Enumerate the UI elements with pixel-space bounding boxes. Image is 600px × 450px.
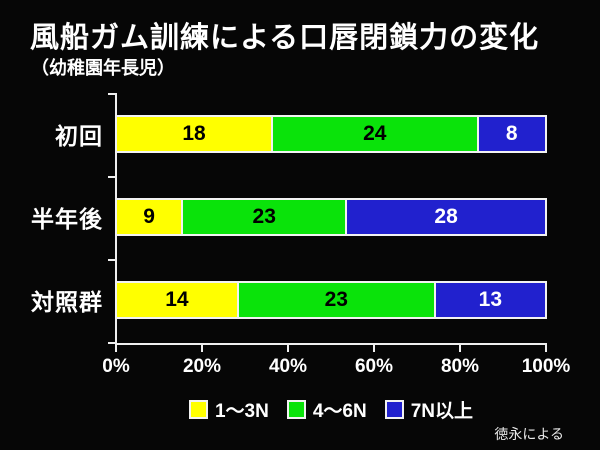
legend-item: 7N以上 — [384, 396, 473, 423]
legend-item: 1〜3N — [188, 396, 269, 423]
x-axis-label: 100% — [521, 356, 571, 377]
x-axis-label: 40% — [268, 356, 308, 377]
legend-label: 1〜3N — [214, 401, 269, 422]
legend-swatch-icon — [188, 400, 208, 419]
y-axis-tick-2 — [108, 259, 115, 261]
credit-text: 徳永による — [494, 426, 564, 442]
bar-segment: 13 — [433, 283, 545, 317]
bar-row: 14 23 13 — [115, 281, 547, 319]
bar-segment: 28 — [345, 200, 545, 234]
x-axis-tick-4 — [459, 345, 461, 352]
bar-row: 9 23 28 — [115, 198, 547, 236]
bar-value-label: 28 — [434, 205, 458, 228]
category-label: 半年後 — [31, 206, 103, 232]
legend-label: 4〜6N — [312, 401, 367, 422]
x-axis-tick-2 — [287, 345, 289, 352]
bar-value-label: 13 — [478, 288, 503, 311]
bar-value-label: 18 — [182, 122, 206, 145]
bar-value-label: 8 — [505, 122, 518, 145]
x-axis-tick-5 — [545, 345, 547, 352]
legend-swatch-icon — [286, 400, 306, 419]
x-axis-tick-0 — [115, 345, 117, 352]
bar-value-label: 9 — [143, 205, 155, 228]
bar-value-label: 23 — [252, 205, 276, 228]
bar-segment: 9 — [117, 200, 182, 234]
x-axis-tick-1 — [201, 345, 203, 352]
x-axis-label: 80% — [440, 356, 480, 377]
legend-label: 7N以上 — [410, 401, 473, 422]
bar-segment: 24 — [271, 117, 477, 151]
y-axis-tick-3 — [108, 342, 115, 344]
bar-value-label: 14 — [165, 288, 189, 311]
chart-subtitle: （幼稚園年長児） — [31, 58, 175, 78]
legend-swatch-icon — [384, 400, 404, 419]
bar-segment: 8 — [476, 117, 545, 151]
bar-value-label: 24 — [363, 122, 387, 145]
legend-item: 4〜6N — [286, 396, 367, 423]
bar-value-label: 23 — [324, 288, 348, 311]
x-axis-tick-3 — [373, 345, 375, 352]
bar-row: 18 24 8 — [115, 115, 547, 153]
y-axis-tick-0 — [108, 93, 115, 95]
x-axis-label: 60% — [354, 356, 394, 377]
x-axis-label: 0% — [102, 356, 130, 377]
x-axis-label: 20% — [182, 356, 222, 377]
bar-segment: 23 — [236, 283, 434, 317]
bar-segment: 18 — [117, 117, 272, 151]
y-axis-tick-1 — [108, 176, 115, 178]
chart-title: 風船ガム訓練による口唇閉鎖力の変化 — [30, 22, 540, 54]
x-axis-line — [115, 343, 547, 345]
legend: 1〜3N 4〜6N 7N以上 — [115, 396, 547, 423]
category-label: 対照群 — [31, 289, 103, 315]
bar-segment: 14 — [117, 283, 237, 317]
bar-segment: 23 — [181, 200, 346, 234]
category-label: 初回 — [55, 123, 103, 149]
